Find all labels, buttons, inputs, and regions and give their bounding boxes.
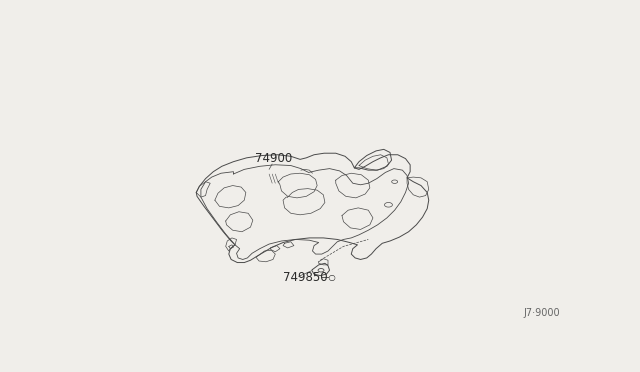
Text: 74900: 74900 [255,152,292,165]
Text: —○: —○ [320,273,336,282]
Text: 749850: 749850 [283,271,328,284]
Text: J7·9000: J7·9000 [524,308,561,318]
